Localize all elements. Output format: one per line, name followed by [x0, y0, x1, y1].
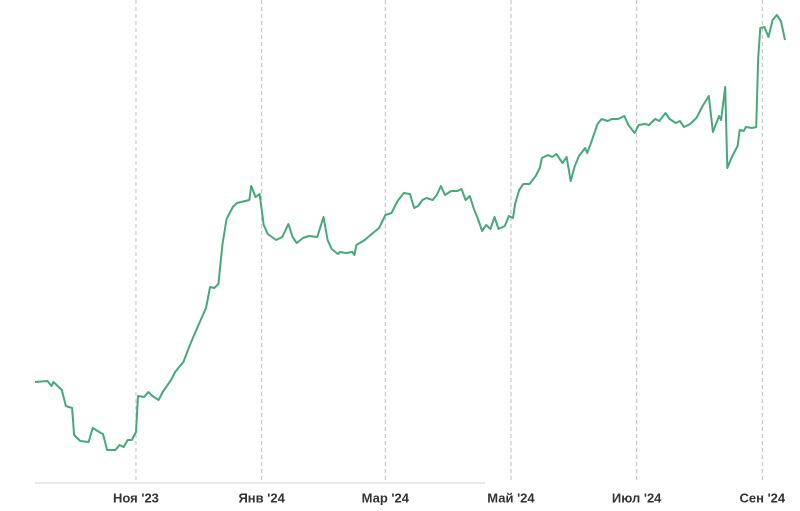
x-tick-label: Мар '24: [362, 490, 410, 505]
x-tick-label: Июл '24: [612, 490, 662, 505]
line: [34, 14, 786, 451]
x-tick-label: Сен '24: [740, 490, 786, 505]
x-tick-label: Май '24: [487, 490, 535, 505]
x-tick-label: Ноя '23: [113, 490, 159, 505]
x-tick-label: Янв '24: [238, 490, 285, 505]
